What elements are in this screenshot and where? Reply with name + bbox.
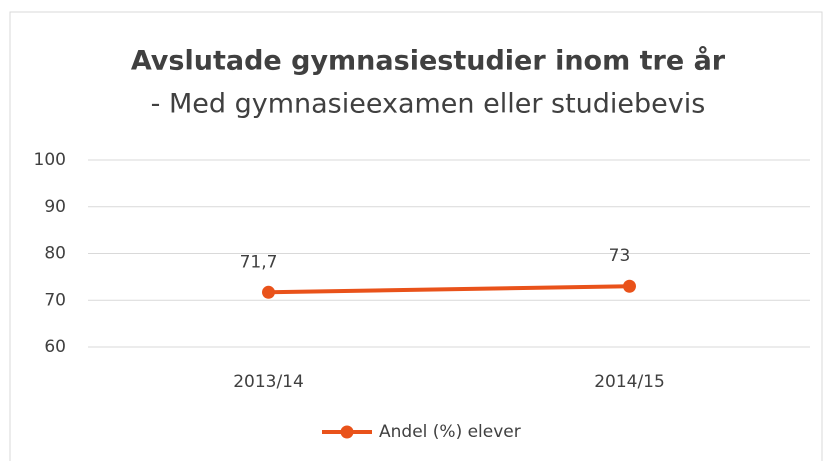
- x-tick-label: 2013/14: [233, 372, 304, 392]
- data-label: 73: [609, 246, 631, 266]
- chart-frame: [9, 11, 823, 461]
- x-tick-label: 2014/15: [594, 372, 665, 392]
- y-tick-label: 70: [44, 290, 66, 310]
- line: [268, 284, 630, 295]
- point: [262, 285, 275, 299]
- y-tick-label: 80: [44, 244, 66, 264]
- chart-subtitle: - Med gymnasieexamen eller studiebevis: [151, 89, 706, 120]
- legend-marker: [340, 425, 354, 439]
- y-tick-label: 60: [44, 337, 66, 357]
- chart-title: Avslutade gymnasiestudier inom tre år: [131, 45, 726, 77]
- legend-label: Andel (%) elever: [379, 422, 521, 442]
- data-label: 71,7: [240, 252, 278, 272]
- point: [623, 279, 636, 293]
- y-tick-label: 100: [34, 150, 66, 170]
- y-tick-label: 90: [44, 197, 66, 217]
